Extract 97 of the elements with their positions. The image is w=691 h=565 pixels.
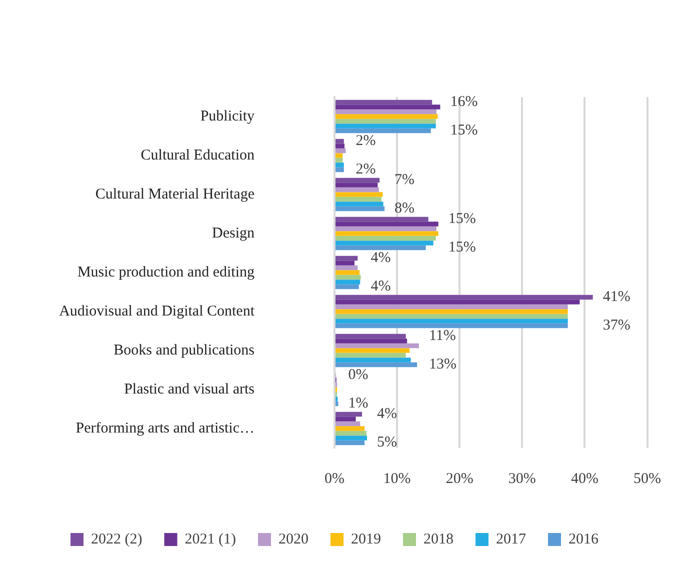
data-label: 4%	[370, 278, 391, 295]
data-label: 16%	[450, 94, 478, 110]
y-tick-label: Design	[212, 225, 255, 242]
y-tick-label: Cultural Material Heritage	[95, 186, 255, 202]
legend-label: 2021 (1)	[184, 531, 236, 548]
bar	[336, 196, 382, 202]
data-label: 41%	[602, 289, 630, 306]
bar	[336, 358, 411, 362]
bar	[336, 245, 426, 250]
bar	[336, 274, 361, 280]
bar	[336, 309, 568, 314]
data-label: 2%	[356, 133, 376, 150]
data-label: 5%	[377, 434, 398, 451]
y-tick-label: Publicity	[200, 108, 255, 124]
data-label: 0%	[348, 367, 368, 384]
data-label: 15%	[450, 122, 478, 139]
bar	[336, 416, 356, 422]
bar	[336, 265, 358, 270]
x-tick-label: 40%	[570, 470, 598, 487]
bar	[336, 284, 359, 290]
x-tick-label: 0%	[324, 470, 344, 487]
bar	[336, 144, 345, 148]
data-label: 37%	[602, 318, 630, 334]
data-label: 4%	[377, 406, 398, 422]
x-tick-label: 20%	[446, 470, 474, 487]
data-label: 1%	[348, 396, 368, 412]
bar	[336, 270, 360, 275]
bar	[336, 128, 431, 134]
bar	[336, 318, 568, 324]
bar	[336, 352, 406, 358]
bar	[336, 256, 358, 261]
bar	[336, 348, 410, 353]
bar	[336, 192, 383, 197]
bar	[336, 412, 362, 417]
bar	[336, 362, 418, 368]
bar	[336, 153, 343, 158]
bar	[336, 280, 360, 284]
bar	[336, 260, 355, 266]
x-tick-label: 50%	[634, 470, 661, 487]
bar	[336, 294, 593, 300]
bar	[336, 202, 384, 206]
bar	[336, 124, 436, 128]
data-label: 11%	[428, 328, 456, 344]
data-label: 8%	[394, 200, 415, 217]
bar	[336, 426, 365, 431]
bar	[336, 401, 338, 406]
data-label: 15%	[448, 211, 476, 228]
legend-label: 2018	[423, 531, 454, 548]
bar	[336, 216, 428, 222]
bar	[336, 158, 343, 163]
bar	[336, 187, 379, 192]
y-tick-label: Plastic and visual arts	[124, 381, 255, 398]
bar	[336, 231, 438, 236]
legend-label: 2019	[350, 531, 381, 548]
bar	[336, 114, 438, 119]
bar	[336, 178, 380, 183]
bar	[336, 338, 408, 344]
y-tick-label: Audiovisual and Digital Content	[59, 303, 256, 320]
bar	[336, 118, 436, 124]
bar	[336, 162, 344, 168]
legend-label: 2020	[278, 531, 308, 548]
bar	[336, 167, 344, 172]
bar	[336, 138, 344, 144]
x-tick-label: 10%	[383, 470, 411, 487]
bar	[336, 314, 568, 319]
bar	[336, 440, 365, 446]
y-tick-label: Books and publications	[114, 342, 255, 358]
bar	[336, 222, 438, 226]
bar	[336, 421, 360, 426]
data-label: 4%	[370, 250, 391, 266]
bar	[336, 100, 432, 105]
bar	[336, 334, 406, 339]
bar	[336, 226, 436, 232]
x-tick-label: 30%	[508, 470, 536, 487]
bar	[336, 430, 366, 436]
bar	[336, 148, 346, 154]
bar	[336, 343, 419, 348]
data-label: 15%	[448, 240, 476, 256]
legend-label: 2022 (2)	[91, 531, 142, 548]
y-tick-label: Music production and editing	[77, 264, 255, 280]
y-tick-label: Performing arts and artistic…	[76, 420, 254, 436]
bar	[336, 300, 580, 304]
bar	[336, 109, 436, 114]
legend-label: 2016	[568, 531, 599, 548]
y-tick-label: Cultural Education	[140, 147, 255, 164]
bar	[336, 323, 568, 328]
bar	[336, 436, 368, 440]
data-label: 7%	[394, 172, 415, 188]
bar	[336, 182, 378, 188]
bar	[336, 206, 385, 212]
bar	[336, 104, 440, 110]
data-label: 2%	[356, 162, 376, 178]
data-label: 13%	[428, 356, 456, 373]
bar	[336, 304, 568, 310]
legend-label: 2017	[496, 531, 526, 548]
bar	[336, 240, 434, 246]
bar	[336, 236, 436, 241]
